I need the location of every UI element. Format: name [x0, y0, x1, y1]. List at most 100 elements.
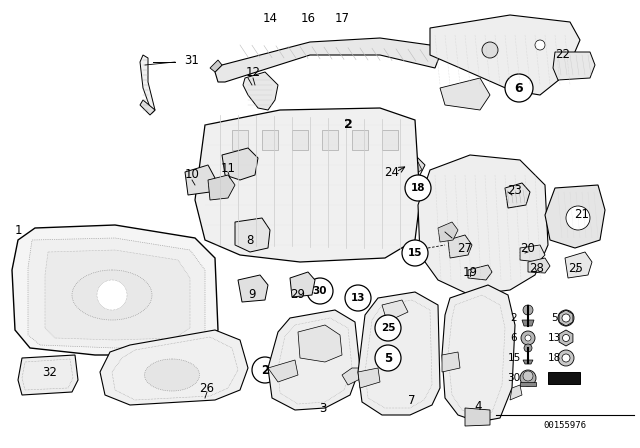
Text: 18: 18: [547, 353, 561, 363]
Text: 23: 23: [508, 184, 522, 197]
Text: 2: 2: [261, 363, 269, 376]
Polygon shape: [468, 265, 492, 280]
Polygon shape: [522, 320, 534, 326]
Text: 00155976: 00155976: [543, 421, 586, 430]
Bar: [262, 130, 278, 150]
Text: 5: 5: [550, 313, 557, 323]
Text: 13: 13: [351, 293, 365, 303]
Text: 32: 32: [43, 366, 58, 379]
Circle shape: [307, 278, 333, 304]
Text: 30: 30: [313, 286, 327, 296]
Polygon shape: [140, 100, 155, 115]
Polygon shape: [523, 360, 533, 364]
Text: 5: 5: [384, 352, 392, 365]
Polygon shape: [140, 55, 155, 113]
Polygon shape: [290, 272, 315, 297]
Polygon shape: [465, 408, 490, 426]
Circle shape: [558, 350, 574, 366]
Text: 2: 2: [511, 313, 517, 323]
Text: 14: 14: [262, 12, 278, 25]
Polygon shape: [222, 148, 258, 180]
Circle shape: [252, 357, 278, 383]
Text: 28: 28: [529, 262, 545, 275]
Text: 13: 13: [547, 333, 561, 343]
Polygon shape: [342, 368, 362, 385]
Polygon shape: [235, 218, 270, 252]
Circle shape: [558, 310, 574, 326]
Polygon shape: [100, 330, 248, 405]
Polygon shape: [12, 225, 218, 355]
Text: 8: 8: [246, 233, 253, 246]
Text: 6: 6: [515, 82, 524, 95]
Text: 22: 22: [556, 48, 570, 61]
Polygon shape: [185, 165, 215, 195]
Text: 16: 16: [301, 12, 316, 25]
Bar: [322, 130, 338, 150]
Polygon shape: [45, 250, 190, 340]
Bar: [382, 130, 398, 150]
Circle shape: [535, 40, 545, 50]
Polygon shape: [243, 72, 278, 110]
Text: 19: 19: [463, 266, 477, 279]
Polygon shape: [520, 382, 536, 386]
Polygon shape: [195, 108, 420, 262]
Circle shape: [523, 305, 533, 315]
Circle shape: [482, 42, 498, 58]
Polygon shape: [215, 38, 440, 82]
Polygon shape: [448, 235, 472, 258]
Polygon shape: [545, 185, 605, 248]
Circle shape: [405, 175, 431, 201]
Polygon shape: [358, 368, 380, 388]
Circle shape: [345, 285, 371, 311]
Polygon shape: [520, 245, 545, 262]
Text: 18: 18: [411, 183, 425, 193]
Polygon shape: [400, 155, 425, 178]
Polygon shape: [268, 310, 360, 410]
Text: 12: 12: [246, 66, 260, 79]
Circle shape: [520, 370, 536, 386]
Text: 2: 2: [344, 119, 353, 132]
Polygon shape: [408, 162, 422, 175]
Polygon shape: [505, 183, 530, 208]
Polygon shape: [18, 355, 78, 395]
Circle shape: [525, 335, 531, 341]
Text: 4: 4: [474, 400, 482, 413]
Text: 27: 27: [458, 241, 472, 254]
Polygon shape: [28, 238, 205, 348]
Text: 7: 7: [408, 393, 416, 406]
Circle shape: [375, 345, 401, 371]
Polygon shape: [268, 360, 298, 382]
Text: 3: 3: [319, 401, 326, 414]
Bar: [548, 372, 580, 384]
Circle shape: [505, 74, 533, 102]
Text: 25: 25: [568, 262, 584, 275]
Text: 20: 20: [520, 241, 536, 254]
Polygon shape: [382, 300, 408, 318]
Text: 31: 31: [184, 53, 200, 66]
Polygon shape: [210, 60, 222, 72]
Text: 26: 26: [200, 382, 214, 395]
Ellipse shape: [72, 270, 152, 320]
Polygon shape: [418, 155, 548, 295]
Polygon shape: [442, 285, 515, 422]
Polygon shape: [208, 175, 235, 200]
Text: 25: 25: [381, 323, 396, 333]
Circle shape: [523, 371, 533, 381]
Text: 1: 1: [14, 224, 22, 237]
Circle shape: [563, 335, 570, 341]
Polygon shape: [565, 252, 592, 278]
Circle shape: [566, 206, 590, 230]
Polygon shape: [553, 52, 595, 80]
Polygon shape: [559, 330, 573, 346]
Bar: [232, 130, 248, 150]
Text: 17: 17: [335, 12, 349, 25]
Text: 15: 15: [408, 248, 422, 258]
Text: 9: 9: [248, 289, 256, 302]
Bar: [352, 130, 368, 150]
Text: 24: 24: [385, 165, 399, 178]
Circle shape: [524, 344, 532, 352]
Polygon shape: [358, 292, 440, 415]
Polygon shape: [238, 275, 268, 302]
Text: 10: 10: [184, 168, 200, 181]
Circle shape: [375, 315, 401, 341]
